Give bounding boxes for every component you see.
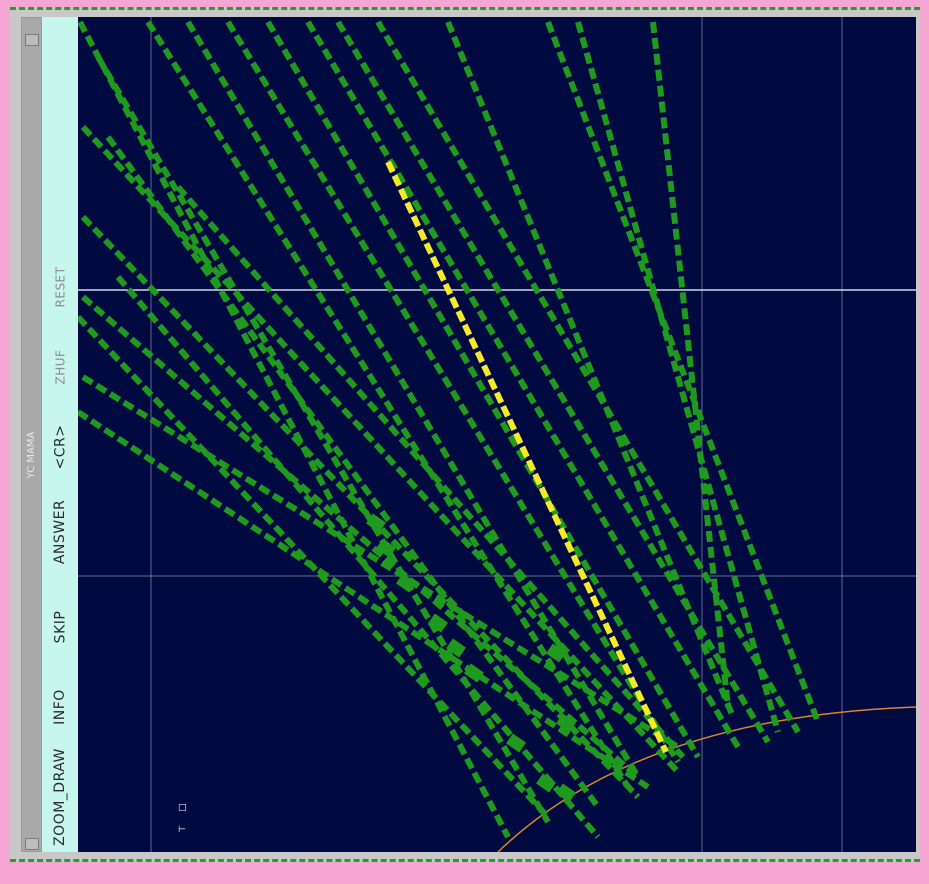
hit-block-6 (536, 773, 556, 793)
track-18 (575, 21, 781, 733)
sidebar-title: YC MAMA (26, 431, 37, 479)
reset-button[interactable]: RESET (42, 257, 78, 317)
hit-block-3 (464, 663, 484, 683)
hit-block-11 (556, 783, 576, 803)
reset-label: RESET (53, 266, 68, 308)
cr-button[interactable]: <CR> (42, 417, 78, 477)
track-17 (545, 20, 821, 724)
answer-label: ANSWER (52, 499, 69, 565)
track-7 (81, 374, 680, 750)
track-10 (185, 20, 641, 779)
hit-block-1 (428, 613, 448, 633)
track-12 (265, 20, 701, 759)
track-11 (225, 20, 681, 764)
track-19 (650, 21, 731, 708)
hit-block-9 (396, 573, 416, 593)
track-21 (115, 275, 601, 839)
track-22 (175, 185, 686, 759)
zoom-draw-label: ZOOM_DRAW (52, 748, 68, 846)
track-display-svg[interactable] (78, 17, 916, 852)
left-sidebar: YC MAMA (21, 17, 42, 852)
selected-track (385, 160, 669, 754)
corner-marks: □ ⊢ (178, 797, 187, 841)
zhuf-button[interactable]: ZHUF (42, 337, 78, 397)
track-16 (445, 20, 736, 719)
track-4 (80, 214, 641, 800)
zhuf-label: ZHUF (53, 349, 67, 385)
cr-label: <CR> (52, 424, 68, 470)
track-3 (105, 135, 601, 809)
skip-button[interactable]: SKIP (42, 597, 78, 657)
hit-block-7 (366, 513, 386, 533)
hit-block-10 (506, 733, 526, 753)
hit-block-2 (446, 638, 466, 658)
event-display[interactable]: □ ⊢ (78, 17, 916, 852)
track-1 (78, 20, 511, 839)
corner-mark-b: ⊢ (178, 825, 186, 835)
info-label: INFO (52, 689, 68, 725)
hit-block-4 (546, 643, 566, 663)
track-8 (78, 409, 650, 790)
hit-block-5 (556, 713, 576, 733)
answer-button[interactable]: ANSWER (42, 487, 78, 577)
skip-label: SKIP (51, 610, 68, 644)
corner-mark-a: □ (178, 803, 187, 813)
sidebar-bottom-knob[interactable] (25, 838, 39, 850)
info-button[interactable]: INFO (42, 677, 78, 737)
track-5 (81, 294, 640, 780)
track-13 (305, 20, 741, 749)
track-9 (145, 20, 631, 789)
hit-block-8 (376, 538, 396, 558)
sidebar-top-knob[interactable] (25, 34, 39, 46)
track-20 (80, 124, 681, 775)
zoom-draw-button[interactable]: ZOOM_DRAW (42, 737, 78, 857)
command-menu: RESET ZHUF <CR> ANSWER SKIP INFO ZOOM_DR… (42, 17, 78, 852)
track-15 (375, 20, 801, 734)
